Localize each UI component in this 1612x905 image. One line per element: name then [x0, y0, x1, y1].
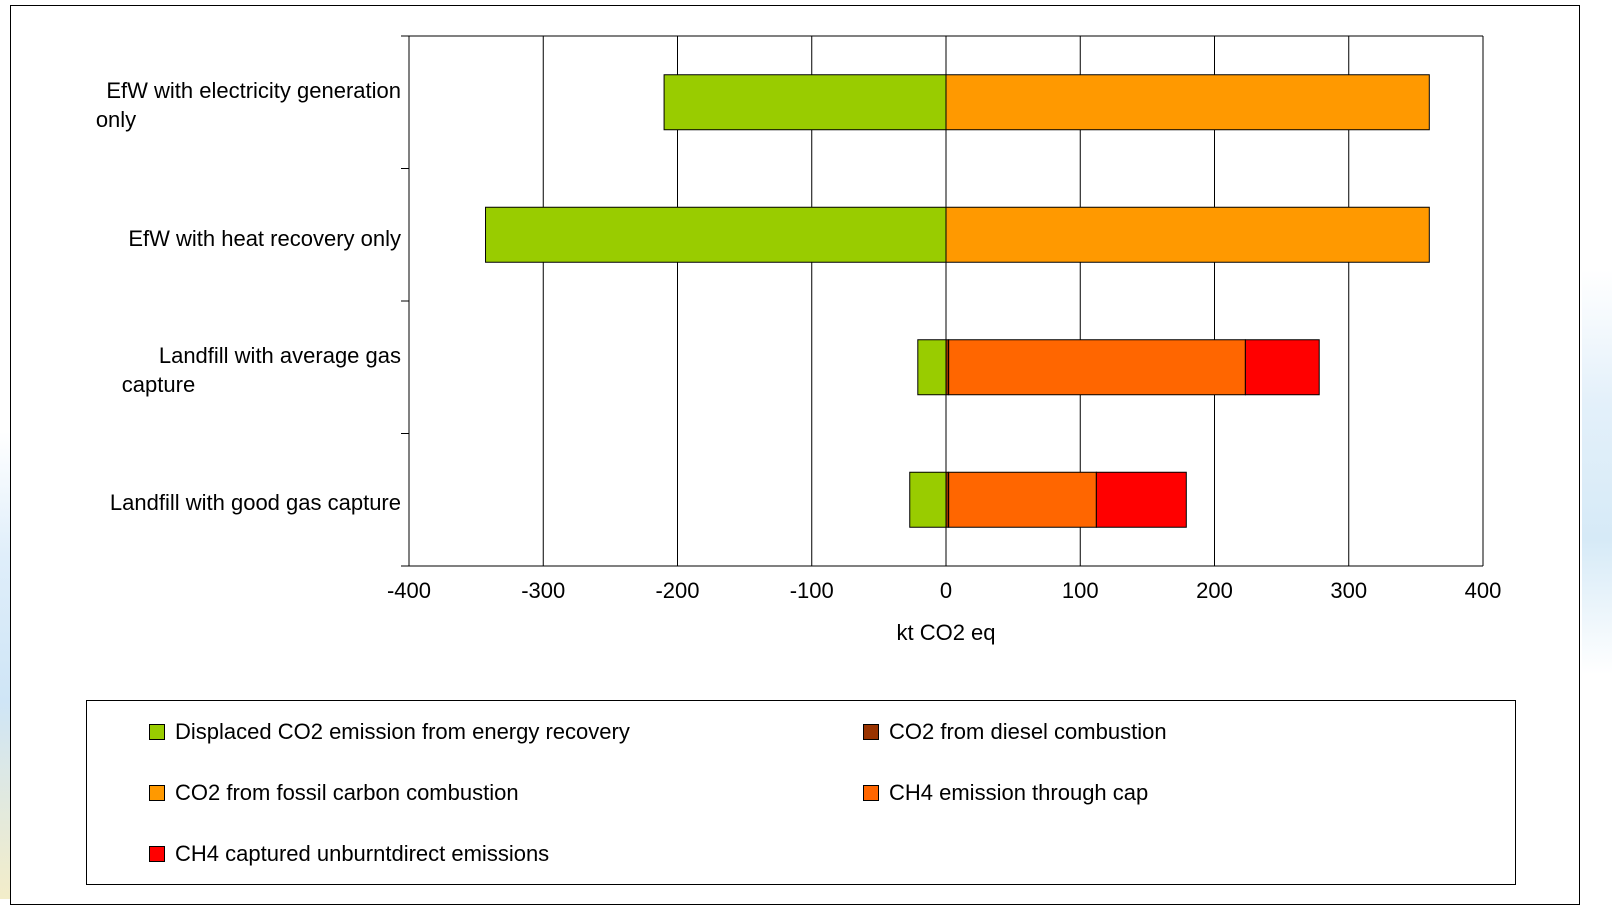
x-tick-label: -200: [655, 578, 699, 603]
x-tick-label: -400: [387, 578, 431, 603]
bar-fossil: [945, 74, 1430, 131]
axes: [401, 35, 1483, 567]
bar-ch4-cap: [948, 471, 1097, 528]
legend-label: CO2 from diesel combustion: [889, 719, 1167, 744]
category-label-line: Landfill with average gas: [158, 343, 401, 368]
legend-label: CH4 emission through cap: [889, 780, 1149, 805]
x-axis-title: kt CO2 eq: [896, 620, 995, 645]
bar-displaced: [485, 206, 947, 263]
category-label-line: EfW with electricity generation: [106, 78, 401, 103]
legend-label: CH4 captured unburntdirect emissions: [175, 841, 550, 866]
legend-swatch-ch4-cap: [863, 785, 879, 801]
legend-item-ch4-captured: CH4 captured unburntdirect emissions: [149, 841, 549, 867]
legend-swatch-displaced: [149, 724, 165, 740]
x-tick-label: -100: [790, 578, 834, 603]
category-label-electricity: EfW with electricity generation only: [11, 76, 401, 134]
category-label-landfill-good: Landfill with good gas capture: [11, 488, 401, 517]
bar-ch4-captured: [1095, 471, 1187, 528]
category-label-landfill-average: Landfill with average gas capture: [11, 341, 401, 399]
x-tick-label: 100: [1062, 578, 1099, 603]
legend-swatch-ch4-captured: [149, 846, 165, 862]
x-tick-label: 300: [1330, 578, 1367, 603]
category-label-line: EfW with heat recovery only: [128, 226, 401, 251]
x-tick-label: 200: [1196, 578, 1233, 603]
x-tick-label: 400: [1465, 578, 1502, 603]
chart-plot: -400 -300 -200 -100 0 100 200 300 400 kt CO2 eq: [387, 35, 1501, 645]
legend-item-diesel: CO2 from diesel combustion: [863, 719, 1167, 745]
bar-displaced: [909, 471, 947, 528]
legend-label: Displaced CO2 emission from energy recov…: [175, 719, 630, 744]
bar-ch4-cap: [948, 339, 1246, 396]
category-label-line: Landfill with good gas capture: [109, 490, 401, 515]
category-label-line: capture: [121, 372, 196, 397]
bar-displaced: [917, 339, 947, 396]
legend-item-ch4-cap: CH4 emission through cap: [863, 780, 1148, 806]
category-label-heat: EfW with heat recovery only: [11, 224, 401, 253]
chart-frame: -400 -300 -200 -100 0 100 200 300 400 kt CO2 eq …: [10, 5, 1580, 905]
x-tick-label: -300: [521, 578, 565, 603]
legend-item-fossil: CO2 from fossil carbon combustion: [149, 780, 519, 806]
legend-label: CO2 from fossil carbon combustion: [175, 780, 519, 805]
x-tick-label: 0: [940, 578, 952, 603]
bar-fossil: [945, 206, 1430, 263]
legend-swatch-diesel: [863, 724, 879, 740]
legend-item-displaced: Displaced CO2 emission from energy recov…: [149, 719, 630, 745]
background-decoration-right: [1582, 0, 1612, 899]
tick-labels: -400 -300 -200 -100 0 100 200 300 400: [387, 578, 1501, 603]
category-label-line: only: [95, 107, 137, 132]
bar-ch4-captured: [1244, 339, 1320, 396]
legend-swatch-fossil: [149, 785, 165, 801]
bar-displaced: [663, 74, 947, 131]
legend: Displaced CO2 emission from energy recov…: [86, 700, 1516, 885]
bars: [485, 74, 1430, 528]
